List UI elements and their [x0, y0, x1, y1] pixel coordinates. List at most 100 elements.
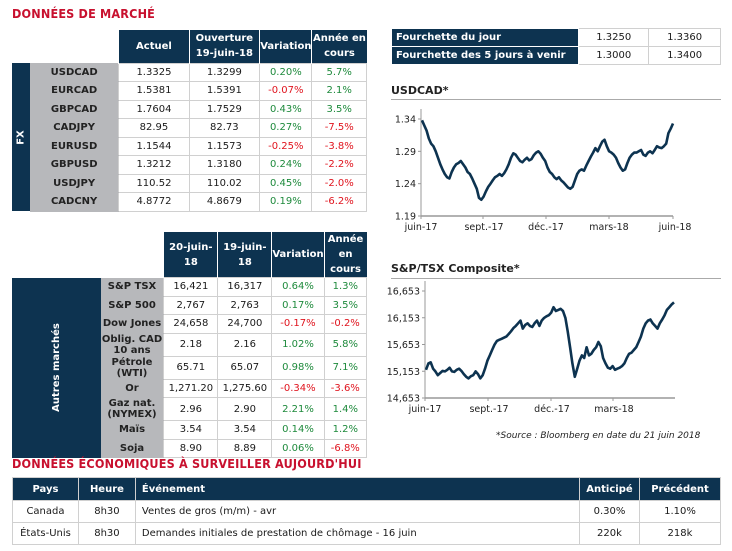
x-tick-label: juin-18	[658, 222, 692, 233]
tsx-chart-title: S&P/TSX Composite*	[391, 262, 520, 275]
fx-table: Actuel Ouverture 19-juin-18 Variation Ann…	[12, 30, 367, 212]
ytd-value: 5.8%	[323, 332, 368, 357]
market-row: Oblig. CAD 10 ans 2.18 2.16 1.02% 5.8%	[12, 332, 368, 357]
econ-row: Canada 8h30 Ventes de gros (m/m) - avr 0.30…	[12, 500, 722, 523]
previous-value: 1,275.60	[217, 378, 273, 398]
instrument-name: Gaz nat. (NYMEX)	[100, 397, 164, 421]
instrument-name: EURCAD	[29, 81, 119, 101]
variation-value: 0.06%	[271, 438, 325, 458]
x-tick-label: sept.-17	[469, 404, 508, 415]
actuel-value: 1.3325	[118, 62, 190, 82]
previous-value: 16,317	[217, 277, 273, 297]
variation-value: 1.02%	[271, 332, 325, 357]
heure-value: 8h30	[77, 522, 136, 545]
previous-value: 24,700	[217, 314, 273, 334]
actuel-value: 4.8772	[118, 192, 190, 212]
precedent-value: 218k	[638, 522, 722, 545]
fx-row: EURUSD 1.1544 1.1573 -0.25% -3.8%	[12, 136, 367, 156]
header-spacer	[12, 30, 119, 63]
fx-row: CADJPY 82.95 82.73 0.27% -7.5%	[12, 118, 367, 138]
instrument-name: USDJPY	[29, 174, 119, 193]
pays-value: États-Unis	[12, 522, 79, 545]
ytd-value: -2.0%	[311, 173, 367, 193]
variation-value: 0.64%	[271, 277, 325, 297]
series-line	[424, 301, 675, 380]
ouverture-value: 82.73	[188, 118, 261, 138]
instrument-name: Pétrole (WTI)	[100, 356, 164, 380]
chart-divider	[391, 99, 721, 100]
anticipe-value: 220k	[579, 522, 640, 545]
y-tick-label: 1.24	[395, 179, 416, 190]
series-line	[420, 119, 675, 202]
range-low: 1.3250	[578, 28, 650, 47]
instrument-name: CADJPY	[29, 118, 119, 138]
current-value: 16,421	[163, 277, 219, 297]
range-row: Fourchette des 5 jours à venir 1.3000 1.…	[390, 46, 721, 65]
col-precedent: Précédent	[638, 477, 722, 501]
col-ytd-line1: Année en	[313, 33, 366, 45]
actuel-value: 110.52	[118, 173, 190, 193]
col-variation: Variation	[271, 232, 325, 278]
y-tick-label: 15,153	[387, 367, 420, 378]
ytd-value: -3.8%	[311, 136, 367, 156]
range-high: 1.3360	[648, 28, 721, 47]
y-tick-label: 16,153	[387, 313, 420, 324]
variation-value: 0.14%	[271, 420, 325, 440]
market-data-title: DONNÉES DE MARCHÉ	[12, 6, 156, 21]
current-value: 2.18	[163, 332, 219, 357]
actuel-value: 1.5381	[118, 81, 190, 101]
instrument-name: S&P 500	[100, 296, 164, 315]
range-label: Fourchette des 5 jours à venir	[390, 46, 580, 65]
fx-group-label: FX	[12, 63, 30, 211]
market-row: Soja 8.90 8.89 0.06% -6.8%	[12, 438, 368, 458]
current-value: 65.71	[163, 355, 219, 380]
col-heure: Heure	[77, 477, 136, 501]
previous-value: 2.16	[217, 332, 273, 357]
col-ytd-line2: cours	[324, 48, 355, 60]
col-pays: Pays	[12, 477, 79, 501]
fx-row: GBPCAD 1.7604 1.7529 0.43% 3.5%	[12, 99, 367, 119]
variation-value: -0.34%	[271, 378, 325, 398]
pays-value: Canada	[12, 500, 79, 523]
ytd-value: -6.2%	[311, 192, 367, 212]
current-value: 2,767	[163, 295, 219, 315]
event-value: Demandes initiales de prestation de chôm…	[134, 522, 581, 545]
instrument-name: Soja	[100, 439, 164, 458]
col-ytd-line1: Année en	[327, 234, 364, 260]
market-row: Pétrole (WTI) 65.71 65.07 0.98% 7.1%	[12, 355, 368, 380]
x-tick-label: juin-17	[404, 222, 438, 233]
instrument-name: Or	[100, 379, 164, 398]
previous-value: 2,763	[217, 295, 273, 315]
other-markets-table: 20-juin-18 19-juin-18 Variation Année en…	[12, 232, 368, 458]
x-tick-label: déc.-17	[528, 222, 564, 233]
ytd-value: 1.3%	[323, 277, 368, 297]
variation-value: 2.21%	[271, 397, 325, 421]
precedent-value: 1.10%	[638, 500, 722, 523]
header-spacer	[12, 232, 164, 278]
col-ouverture-line2: 19-juin-18	[195, 48, 253, 60]
variation-value: 0.19%	[259, 192, 313, 212]
ytd-value: -7.5%	[311, 118, 367, 138]
anticipe-value: 0.30%	[579, 500, 640, 523]
fx-row: EURCAD 1.5381 1.5391 -0.07% 2.1%	[12, 81, 367, 101]
fx-row: CADCNY 4.8772 4.8679 0.19% -6.2%	[12, 192, 367, 212]
variation-value: 0.17%	[271, 295, 325, 315]
other-group-label: Autres marchés	[12, 277, 101, 458]
fx-row: FX USDCAD 1.3325 1.3299 0.20% 5.7%	[12, 62, 367, 211]
variation-value: 0.45%	[259, 173, 313, 193]
fx-row: USDJPY 110.52 110.02 0.45% -2.0%	[12, 173, 367, 193]
ytd-value: 1.2%	[323, 420, 368, 440]
instrument-name: Dow Jones	[100, 314, 164, 334]
variation-value: 0.20%	[259, 62, 313, 82]
col-variation: Variation	[259, 30, 312, 63]
ouverture-value: 110.02	[188, 173, 261, 193]
heure-value: 8h30	[77, 500, 136, 523]
ouverture-value: 1.5391	[188, 81, 261, 101]
previous-value: 8.89	[217, 438, 273, 458]
chart-divider	[391, 278, 721, 279]
instrument-name: S&P TSX	[100, 277, 164, 297]
market-row: Autres marchés S&P TSX 16,421 16,317 0.64% 1.…	[12, 277, 368, 458]
y-tick-label: 16,653	[387, 287, 420, 298]
variation-value: 0.24%	[259, 155, 313, 175]
market-row: S&P 500 2,767 2,763 0.17% 3.5%	[12, 295, 368, 315]
